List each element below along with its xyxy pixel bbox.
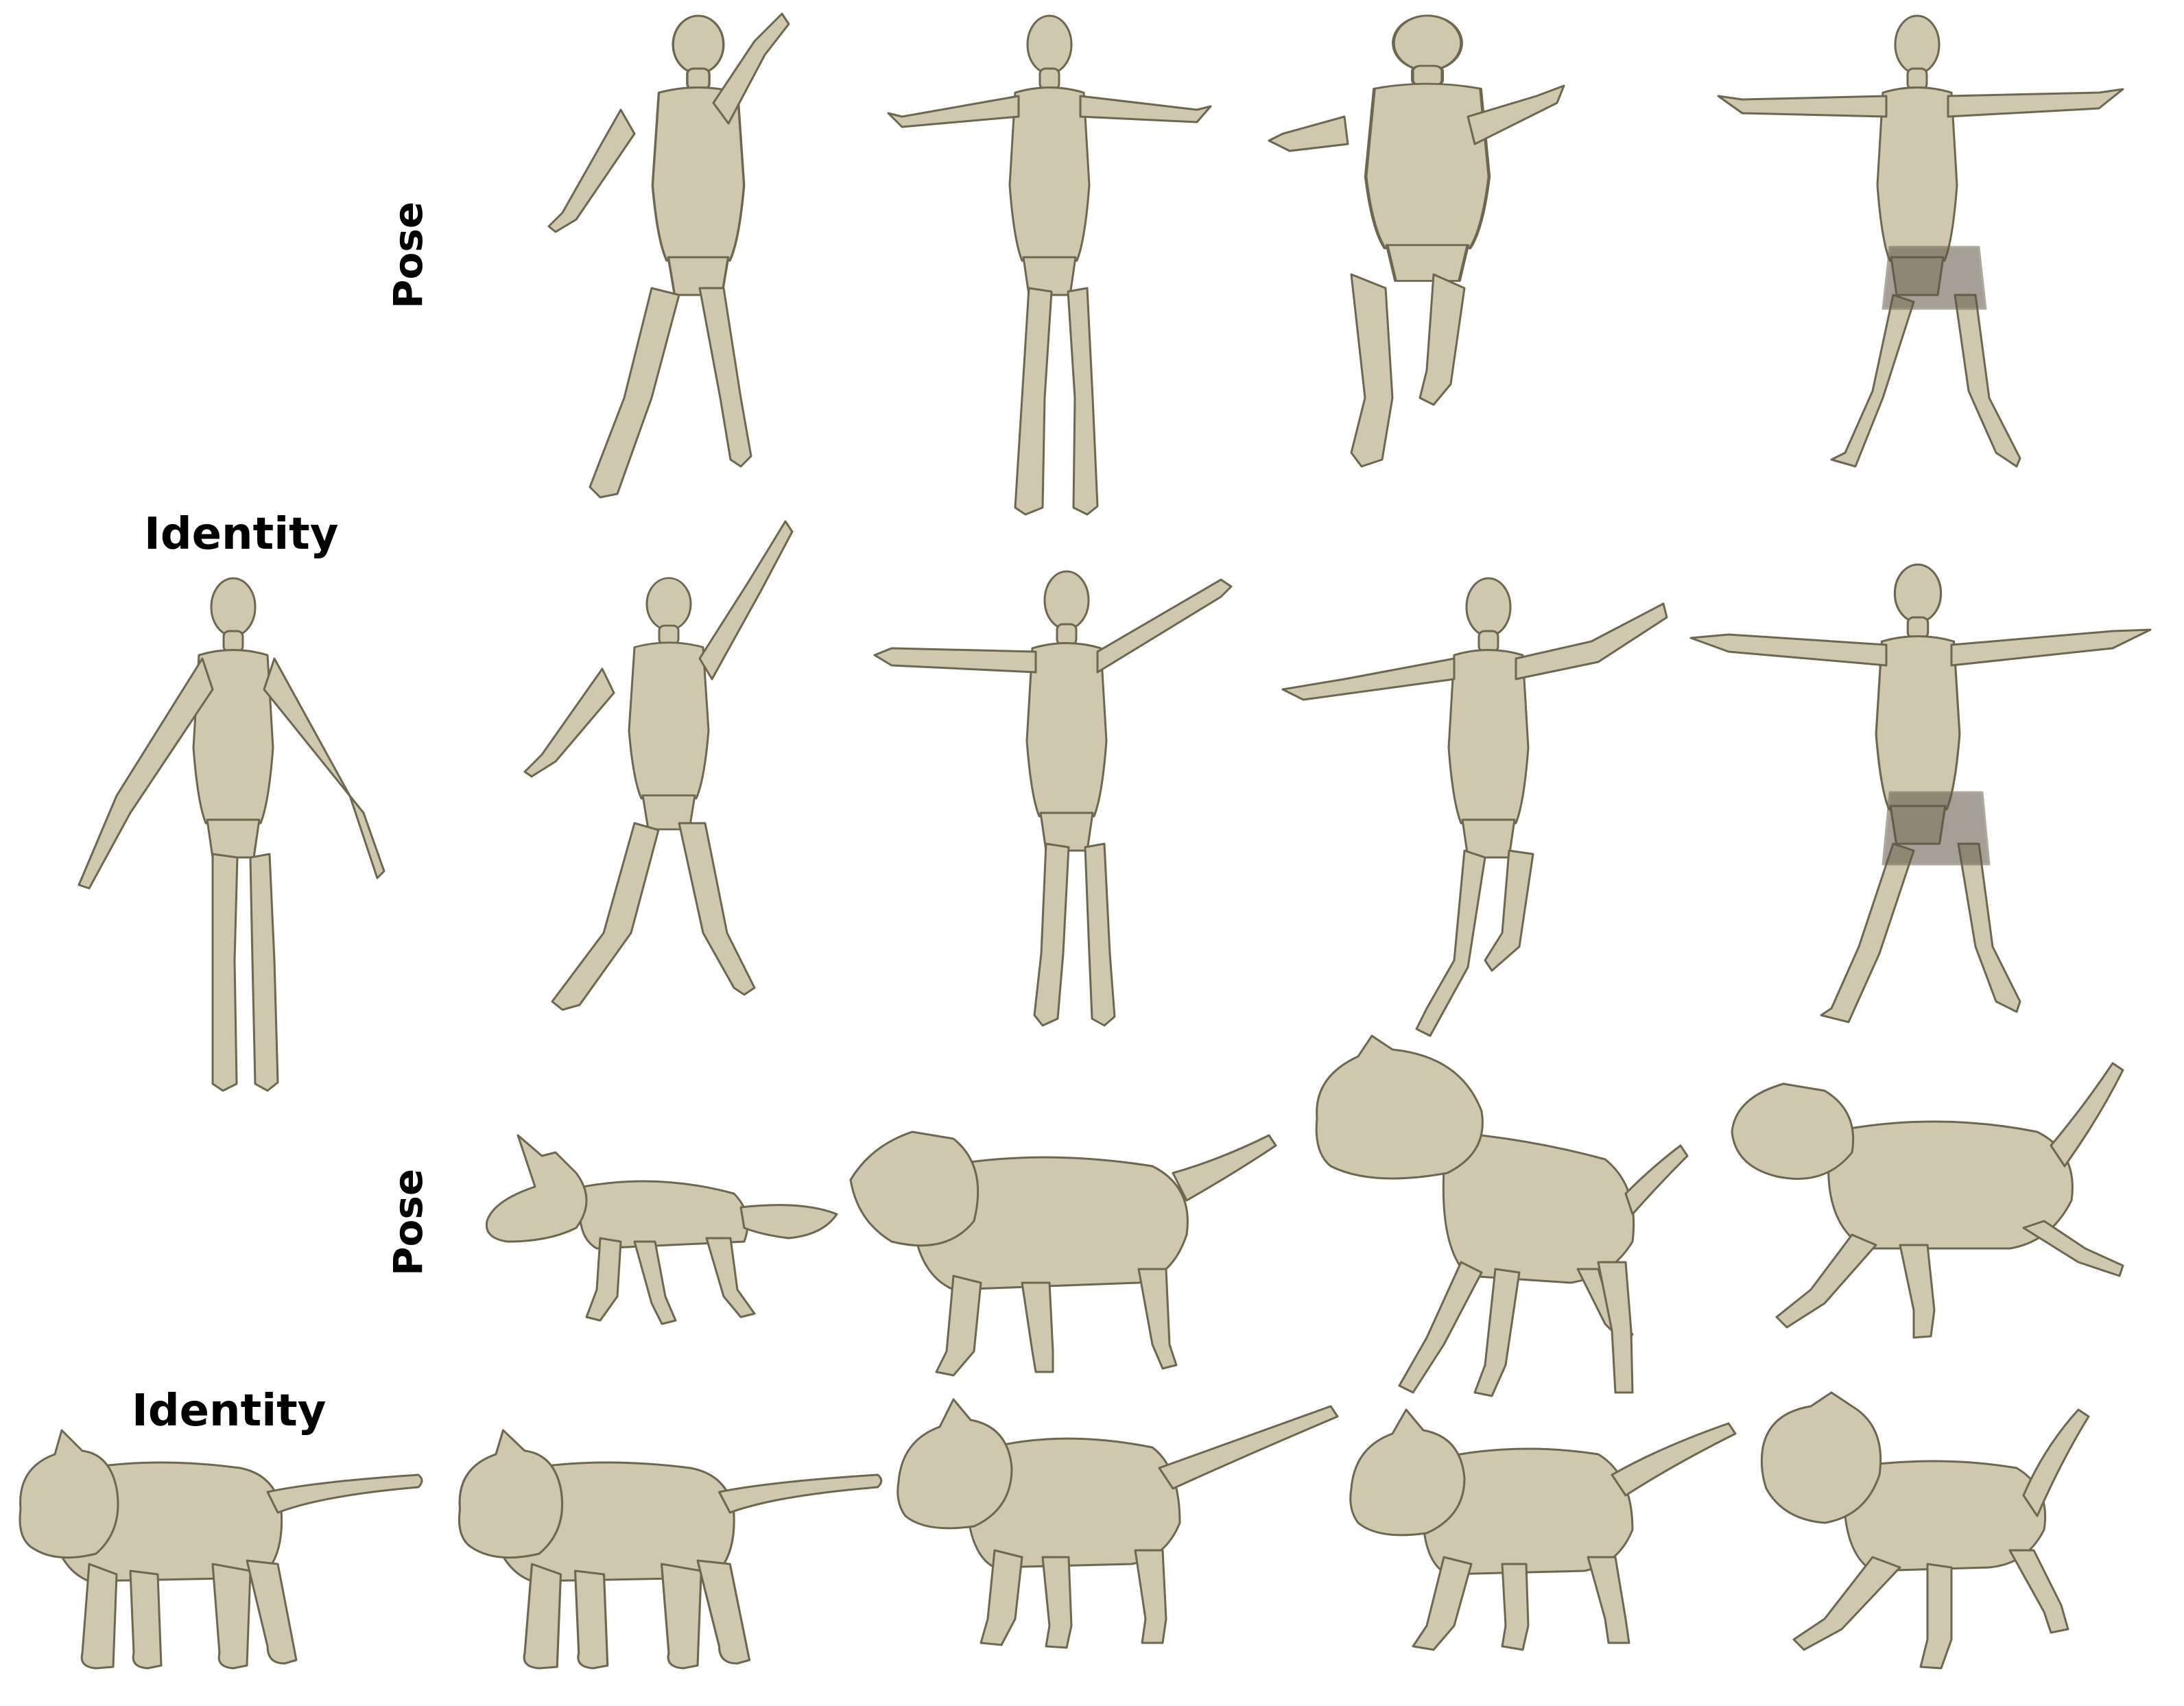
human-pose-label: Pose — [385, 202, 431, 309]
human-pose-mesh-3 — [1268, 16, 1565, 468]
animal-output-mesh-cat-4 — [1760, 1391, 2090, 1670]
human-identity-label: Identity — [144, 509, 338, 560]
animal-pose-mesh-horse — [1315, 1034, 1689, 1397]
animal-output-mesh-cat-3 — [1349, 1408, 1737, 1651]
animal-output-mesh-cat-1 — [458, 1429, 883, 1670]
animal-output-mesh-cat-2 — [897, 1398, 1339, 1649]
animal-identity-mesh-cat — [19, 1429, 423, 1670]
human-pose-mesh-2 — [887, 14, 1212, 516]
human-pose-mesh-1 — [547, 12, 790, 499]
human-output-mesh-3 — [1281, 577, 1668, 1037]
animal-pose-mesh-lion — [1731, 1062, 2124, 1339]
animal-identity-label: Identity — [132, 1386, 326, 1436]
human-output-mesh-2 — [873, 570, 1233, 1027]
human-identity-mesh — [78, 577, 385, 1092]
animal-pose-label: Pose — [385, 1169, 431, 1276]
animal-pose-mesh-wolf — [849, 1130, 1277, 1377]
animal-pose-mesh-fox — [485, 1134, 838, 1325]
human-output-mesh-1 — [523, 520, 794, 1011]
human-output-mesh-4 — [1689, 563, 2152, 1023]
human-pose-mesh-4 — [1717, 14, 2124, 468]
